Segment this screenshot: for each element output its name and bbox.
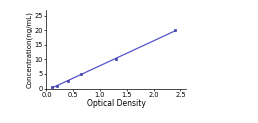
X-axis label: Optical Density: Optical Density xyxy=(87,99,146,108)
Y-axis label: Concentration(ng/mL): Concentration(ng/mL) xyxy=(27,11,33,88)
